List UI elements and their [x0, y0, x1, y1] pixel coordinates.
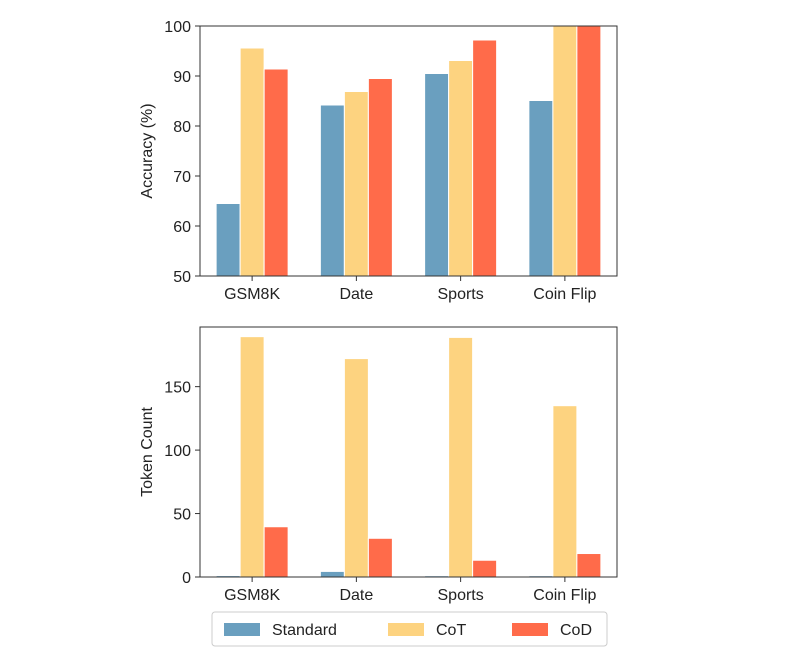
- bar-standard-date: [319, 104, 345, 277]
- y-tick-label: 100: [164, 443, 191, 460]
- bar-cot-date: [343, 91, 369, 277]
- y-axis-label: Accuracy (%): [139, 103, 156, 198]
- plot-frame: [199, 25, 618, 277]
- y-tick-label: 150: [164, 380, 191, 397]
- y-tick-label: 100: [164, 19, 191, 36]
- token-count-chart: 0 50 100 150 GSM8K Date Sports Coin Flip Token C…: [139, 326, 618, 604]
- bar-cot-sports: [448, 336, 474, 578]
- bar-cot-gsm8k: [239, 47, 265, 277]
- x-tick-label-date: Date: [339, 587, 373, 604]
- bar-cot-sports: [448, 60, 474, 277]
- accuracy-chart: 50 60 70 80 90 100 GSM8K Date Sports Coin Flip Acc…: [139, 19, 618, 303]
- y-tick-label: 50: [173, 507, 191, 524]
- bar-cot-coin-flip: [552, 25, 578, 277]
- bar-cod-date: [367, 78, 393, 277]
- bar-standard-sports: [424, 73, 450, 277]
- bar-cod-coin-flip: [576, 25, 602, 277]
- x-tick-label-gsm8k: GSM8K: [224, 286, 280, 303]
- bar-standard-coin-flip: [528, 100, 554, 277]
- y-tick-label: 0: [182, 570, 191, 587]
- bar-cot-gsm8k: [239, 336, 265, 578]
- x-tick-label-sports: Sports: [438, 587, 484, 604]
- y-tick-label: 70: [173, 169, 191, 186]
- y-tick-label: 60: [173, 219, 191, 236]
- x-tick-label-sports: Sports: [438, 286, 484, 303]
- legend-swatch-cot: [388, 623, 424, 636]
- bar-standard-gsm8k: [215, 203, 241, 277]
- x-tick-label-coin-flip: Coin Flip: [533, 286, 596, 303]
- legend-swatch-cod: [512, 623, 548, 636]
- plot-frame: [199, 326, 618, 578]
- legend-label-standard: Standard: [272, 622, 337, 639]
- legend-swatch-standard: [224, 623, 260, 636]
- x-tick-label-date: Date: [339, 286, 373, 303]
- bar-cod-coin-flip: [576, 553, 602, 578]
- bar-cod-sports: [472, 559, 498, 578]
- bar-cod-sports: [472, 39, 498, 277]
- bar-standard-date: [319, 570, 345, 578]
- bar-cot-coin-flip: [552, 405, 578, 578]
- y-axis-label: Token Count: [139, 407, 156, 497]
- x-tick-label-coin-flip: Coin Flip: [533, 587, 596, 604]
- bar-cod-gsm8k: [263, 526, 289, 578]
- x-tick-label-gsm8k: GSM8K: [224, 587, 280, 604]
- legend-label-cot: CoT: [436, 622, 466, 639]
- y-tick-label: 80: [173, 119, 191, 136]
- legend-label-cod: CoD: [560, 622, 592, 639]
- legend: Standard CoT CoD: [211, 611, 608, 647]
- bar-cod-gsm8k: [263, 68, 289, 277]
- y-tick-label: 50: [173, 269, 191, 286]
- y-tick-label: 90: [173, 69, 191, 86]
- bar-cod-date: [367, 537, 393, 578]
- bar-cot-date: [343, 358, 369, 578]
